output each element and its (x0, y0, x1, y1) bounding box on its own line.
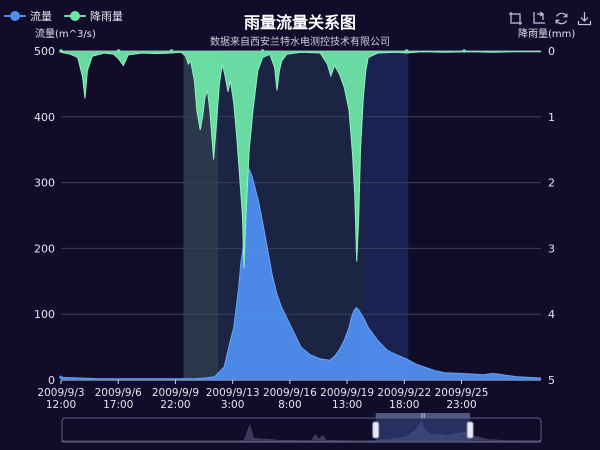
legend-swatch-flow (4, 11, 26, 21)
flow-point-marker (59, 375, 63, 380)
left-tick-label: 0 (48, 374, 55, 387)
x-tick-label-date: 2009/9/22 (377, 387, 431, 399)
datazoom-track[interactable] (61, 417, 542, 443)
chart-subtitle: 数据来自西安兰特水电测控技术有限公司 (210, 37, 390, 48)
x-tick-label-time: 17:00 (103, 399, 133, 411)
left-tick-label: 400 (34, 111, 55, 124)
rain-point-marker (404, 49, 409, 53)
right-tick-label: 1 (548, 111, 555, 124)
datazoom-window[interactable] (375, 418, 471, 442)
legend-item-flow[interactable]: 流量 (4, 8, 52, 24)
restore-icon[interactable] (554, 11, 569, 26)
left-tick-label: 200 (34, 242, 55, 255)
right-tick-label: 4 (548, 308, 555, 321)
datazoom-grip: ||| (420, 413, 425, 419)
x-tick-label-time: 3:00 (221, 399, 245, 411)
x-tick-label-date: 2009/9/25 (435, 387, 489, 399)
datazoom-handle-right[interactable] (466, 421, 474, 439)
datazoom-move-bar[interactable] (375, 413, 471, 418)
left-axis-title: 流量(m^3/s) (35, 29, 96, 40)
legend-label-flow: 流量 (30, 10, 52, 23)
left-tick-label: 500 (34, 45, 55, 58)
legend-item-rain[interactable]: 降雨量 (64, 8, 123, 24)
legend-label-rain: 降雨量 (90, 10, 123, 23)
x-tick-label-date: 2009/9/16 (263, 387, 317, 399)
left-tick-label: 100 (34, 308, 55, 321)
right-tick-label: 5 (548, 374, 555, 387)
right-tick-label: 2 (548, 177, 555, 190)
flow-line (60, 167, 542, 380)
right-tick-label: 3 (548, 242, 555, 255)
zoom-reset-icon[interactable] (531, 11, 546, 26)
rain-point-marker (260, 49, 265, 53)
right-tick-label: 0 (548, 45, 555, 58)
x-tick-label-time: 23:00 (446, 399, 476, 411)
right-axis-title: 降雨量(mm) (518, 29, 576, 40)
rain-point-marker (116, 49, 121, 53)
x-tick-label-date: 2009/9/6 (95, 387, 142, 399)
toolbox (508, 11, 592, 26)
chart-title: 雨量流量关系图 (243, 13, 356, 32)
x-tick-label-date: 2009/9/9 (152, 387, 199, 399)
x-tick-label-time: 8:00 (278, 399, 302, 411)
x-tick-label-date: 2009/9/19 (320, 387, 374, 399)
datazoom-handle-left[interactable] (372, 421, 380, 439)
legend: 流量 降雨量 (4, 8, 123, 24)
x-tick-label-time: 12:00 (46, 399, 76, 411)
rain-point-marker (59, 49, 63, 53)
x-tick-label-date: 2009/9/3 (37, 387, 84, 399)
x-tick-label-time: 22:00 (160, 399, 190, 411)
zoom-icon[interactable] (508, 11, 523, 26)
x-tick-label-time: 13:00 (332, 399, 362, 411)
highlight-band-3 (363, 51, 409, 380)
legend-swatch-rain (64, 11, 86, 21)
save-image-icon[interactable] (577, 11, 592, 26)
rain-line (60, 51, 541, 269)
x-tick-label-time: 18:00 (389, 399, 419, 411)
rain-point-marker (462, 49, 467, 53)
left-tick-label: 300 (34, 177, 55, 190)
x-tick-label-date: 2009/9/13 (206, 387, 260, 399)
rain-point-marker (169, 49, 174, 53)
